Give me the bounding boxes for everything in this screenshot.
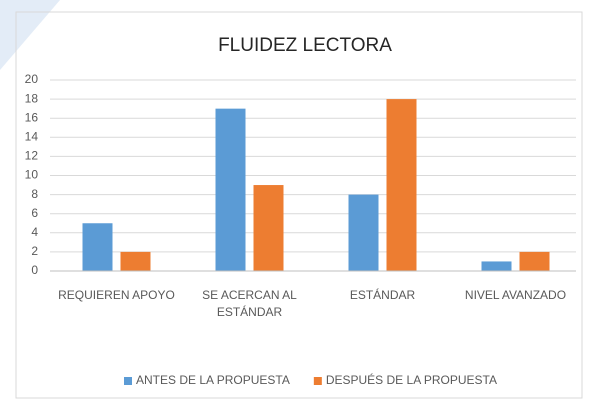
y-tick-label: 8 (31, 187, 38, 201)
legend-label: DESPUÉS DE LA PROPUESTA (326, 372, 497, 387)
bar (215, 108, 246, 272)
chart-border (15, 11, 583, 399)
bar (481, 261, 512, 271)
y-tick-label: 20 (25, 72, 39, 86)
bar (253, 185, 284, 271)
legend-label: ANTES DE LA PROPUESTA (136, 373, 290, 387)
legend-swatch (313, 377, 322, 385)
x-tick-label: SE ACERCAN AL ESTÁNDAR (202, 288, 297, 319)
x-tick-label: REQUIEREN APOYO (58, 288, 175, 302)
bar (348, 194, 379, 271)
x-tick-label: ESTÁNDAR (349, 288, 416, 302)
legend-swatch (124, 377, 132, 385)
y-tick-label: 10 (25, 168, 39, 182)
y-tick-label: 14 (25, 129, 39, 143)
y-tick-label: 4 (31, 225, 38, 239)
bar (120, 251, 151, 271)
y-tick-label: 0 (31, 263, 38, 277)
bar (82, 223, 113, 271)
decoration (0, 0, 60, 70)
y-tick-label: 12 (25, 149, 39, 163)
chart-title: FLUIDEZ LECTORA (218, 35, 392, 56)
y-tick-label: 18 (25, 91, 39, 105)
bar (519, 251, 550, 271)
y-tick-label: 16 (25, 110, 39, 124)
x-tick-label: NIVEL AVANZADO (464, 288, 567, 302)
bar (386, 99, 417, 271)
y-tick-label: 6 (31, 206, 38, 220)
y-tick-label: 2 (31, 244, 38, 258)
